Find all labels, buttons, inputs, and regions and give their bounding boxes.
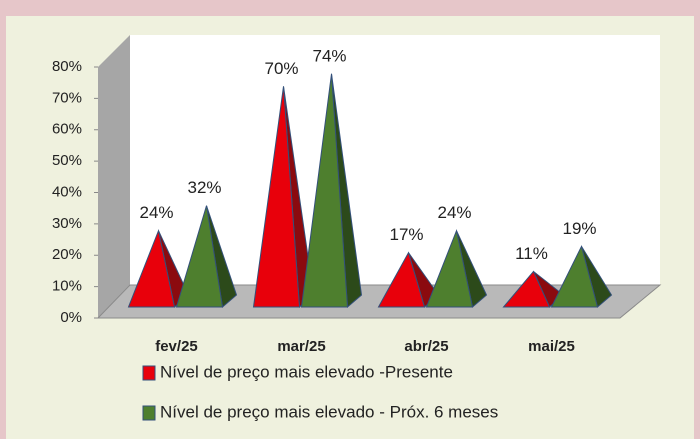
- legend-label: Nível de preço mais elevado - Próx. 6 me…: [160, 402, 498, 421]
- side-wall: [98, 35, 130, 318]
- legend-swatch: [142, 365, 156, 381]
- pyramid: [175, 205, 224, 308]
- value-label: 11%: [515, 244, 548, 263]
- value-label: 24%: [437, 203, 471, 222]
- x-tick-label: mai/25: [528, 338, 575, 355]
- y-tick-label: 60%: [52, 121, 82, 138]
- y-tick-label: 70%: [52, 89, 82, 106]
- value-label: 74%: [312, 46, 346, 65]
- value-label: 19%: [562, 219, 596, 238]
- x-tick-label: fev/25: [155, 338, 198, 355]
- legend-label: Nível de preço mais elevado -Presente: [160, 362, 453, 381]
- y-tick-label: 10%: [52, 278, 82, 295]
- pyramid: [377, 251, 426, 308]
- value-label: 70%: [264, 59, 298, 78]
- legend-swatch: [142, 405, 156, 421]
- y-tick-label: 0%: [60, 309, 82, 326]
- pyramid: [425, 228, 474, 308]
- pyramid: [550, 244, 599, 308]
- y-tick-label: 80%: [52, 58, 82, 75]
- pyramid: [127, 228, 176, 308]
- value-label: 17%: [389, 225, 423, 244]
- pyramid: [502, 270, 551, 308]
- pyramid: [300, 73, 349, 308]
- y-tick-label: 30%: [52, 215, 82, 232]
- pyramid: [252, 86, 301, 308]
- y-tick-label: 50%: [52, 152, 82, 169]
- value-label: 24%: [139, 203, 173, 222]
- y-tick-label: 40%: [52, 183, 82, 200]
- value-label: 32%: [187, 178, 221, 197]
- y-tick-label: 20%: [52, 246, 82, 263]
- x-tick-label: mar/25: [277, 338, 325, 355]
- x-tick-label: abr/25: [404, 338, 448, 355]
